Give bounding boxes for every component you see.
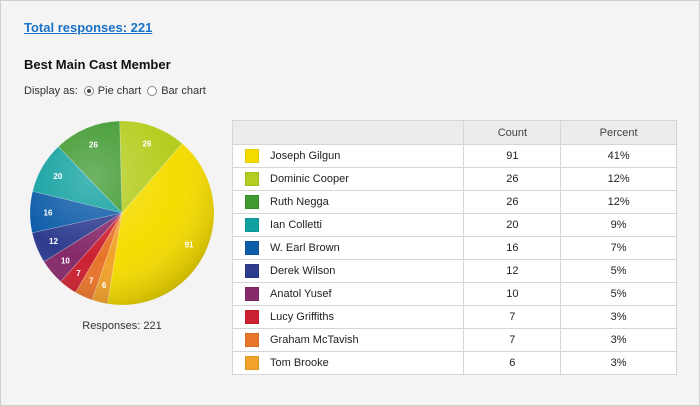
legend-swatch — [245, 356, 259, 370]
pie-slice-label: 6 — [102, 281, 107, 290]
legend-swatch — [245, 264, 259, 278]
legend-swatch — [245, 218, 259, 232]
answer-percent: 9% — [560, 213, 677, 237]
answer-percent: 3% — [560, 305, 677, 329]
legend-swatch — [245, 310, 259, 324]
pie-chart-label[interactable]: Pie chart — [97, 85, 142, 97]
legend-swatch — [245, 241, 259, 255]
answer-label: Derek Wilson — [270, 265, 336, 277]
answer-label: Graham McTavish — [270, 334, 359, 346]
answer-count: 12 — [463, 259, 562, 283]
answer-count: 16 — [463, 236, 562, 260]
answer-count: 6 — [463, 351, 562, 375]
answer-percent: 3% — [560, 328, 677, 352]
bar-chart-option[interactable]: Bar chart — [147, 85, 206, 97]
table-header-row: Count Percent — [231, 120, 677, 145]
answer-label: Dominic Cooper — [270, 173, 349, 185]
legend-swatch — [245, 333, 259, 347]
pie-slice-label: 26 — [89, 141, 98, 150]
bar-chart-radio[interactable] — [147, 86, 158, 96]
answer-percent: 12% — [560, 167, 677, 191]
pie-slice-label: 12 — [49, 237, 58, 246]
header-percent: Percent — [560, 120, 677, 145]
table-row: Joseph Gilgun 91 41% — [231, 144, 677, 168]
answer-percent: 5% — [560, 282, 677, 306]
legend-swatch — [245, 287, 259, 301]
legend-swatch — [245, 195, 259, 209]
table-row: Derek Wilson 12 5% — [231, 259, 677, 283]
answer-count: 7 — [463, 328, 562, 352]
answer-label: W. Earl Brown — [270, 242, 340, 254]
answer-label: Ian Colletti — [270, 219, 322, 231]
responses-count: Responses: 221 — [82, 320, 162, 332]
answer-count: 20 — [463, 213, 562, 237]
pie-slice-label: 20 — [53, 172, 62, 181]
pie-chart-radio[interactable] — [83, 86, 94, 96]
table-row: Anatol Yusef 10 5% — [231, 282, 677, 306]
pie-slice-label: 91 — [185, 240, 194, 249]
pie-slice-label: 7 — [89, 276, 94, 285]
answer-percent: 41% — [560, 144, 677, 168]
answer-count: 26 — [463, 190, 562, 214]
header-count: Count — [463, 120, 562, 145]
answer-label: Anatol Yusef — [270, 288, 332, 300]
pie-slice-label: 10 — [61, 257, 70, 266]
results-table: Count Percent Joseph Gilgun 91 41% Domin… — [231, 120, 677, 375]
legend-swatch — [245, 172, 259, 186]
pie-chart-option[interactable]: Pie chart — [83, 85, 142, 97]
table-row: Dominic Cooper 26 12% — [231, 167, 677, 191]
answer-count: 10 — [463, 282, 562, 306]
table-row: Graham McTavish 7 3% — [231, 328, 677, 352]
display-as-label: Display as: — [24, 85, 78, 97]
total-responses-link[interactable]: Total responses: 221 — [24, 20, 153, 35]
table-row: Ruth Negga 26 12% — [231, 190, 677, 214]
legend-swatch — [245, 149, 259, 163]
answer-percent: 7% — [560, 236, 677, 260]
answer-label: Joseph Gilgun — [270, 150, 341, 162]
answer-count: 7 — [463, 305, 562, 329]
answer-label: Tom Brooke — [270, 357, 329, 369]
pie-slice-label: 26 — [142, 139, 151, 148]
answer-count: 91 — [463, 144, 562, 168]
answer-percent: 12% — [560, 190, 677, 214]
table-row: W. Earl Brown 16 7% — [231, 236, 677, 260]
answer-label: Ruth Negga — [270, 196, 329, 208]
answer-count: 26 — [463, 167, 562, 191]
pie-slice-label: 16 — [44, 208, 53, 217]
table-row: Lucy Griffiths 7 3% — [231, 305, 677, 329]
pie-slice-label: 7 — [76, 269, 81, 278]
table-row: Ian Colletti 20 9% — [231, 213, 677, 237]
answer-percent: 5% — [560, 259, 677, 283]
question-title: Best Main Cast Member — [24, 57, 171, 72]
header-answer — [231, 120, 465, 145]
table-row: Tom Brooke 6 3% — [231, 351, 677, 375]
display-as-control: Display as: Pie chart Bar chart — [24, 85, 212, 97]
answer-label: Lucy Griffiths — [270, 311, 334, 323]
pie-chart: 91 26 26 20 16 12 10 7 7 6 — [27, 118, 217, 308]
answer-percent: 3% — [560, 351, 677, 375]
bar-chart-label[interactable]: Bar chart — [161, 85, 206, 97]
